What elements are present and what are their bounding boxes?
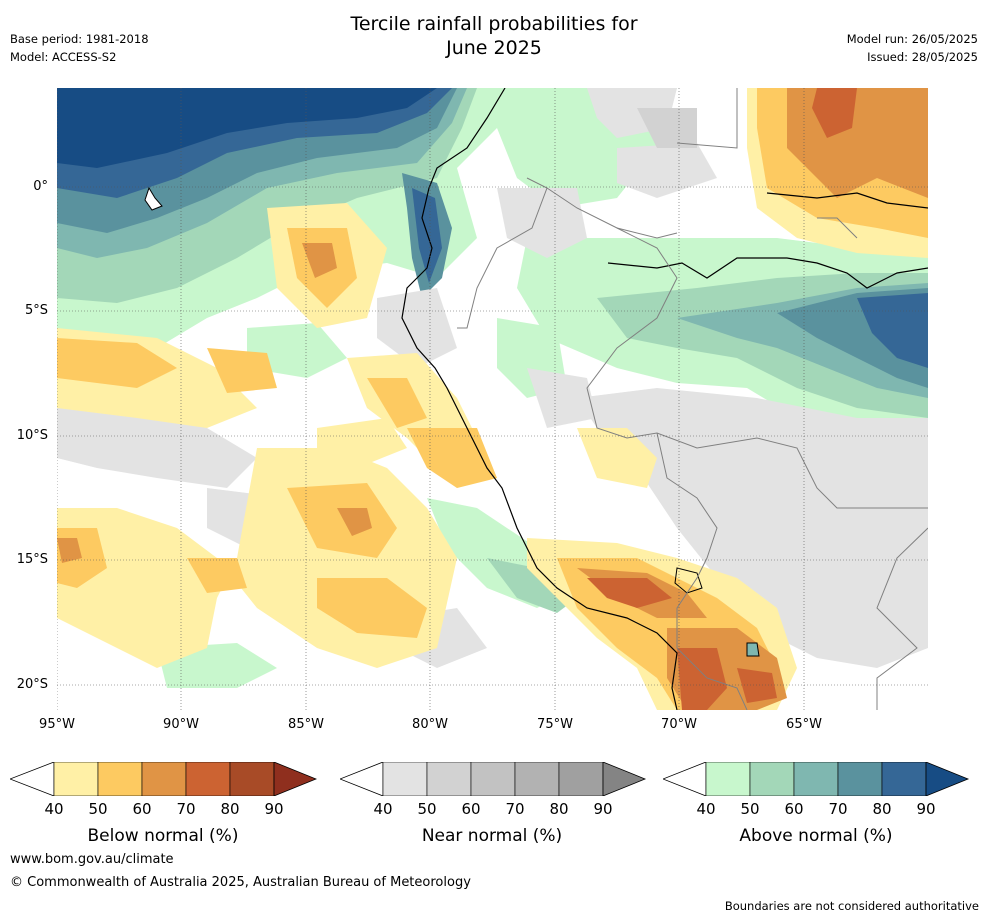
lon-label-70w: 70°W xyxy=(661,717,697,732)
lon-label-85w: 85°W xyxy=(288,717,324,732)
lat-label-5s: 5°S xyxy=(24,303,48,318)
lat-label-15s: 15°S xyxy=(16,552,48,567)
meta-left: Base period: 1981-2018 Model: ACCESS-S2 xyxy=(10,30,149,66)
graticule xyxy=(57,88,928,710)
country-borders xyxy=(457,88,928,710)
model-run: Model run: 26/05/2025 xyxy=(846,32,978,46)
title-line-2: June 2025 xyxy=(446,37,542,59)
map-svg xyxy=(57,88,928,710)
footer-copyright: © Commonwealth of Australia 2025, Austra… xyxy=(10,875,471,890)
below-tick: 80 xyxy=(220,800,240,818)
colorbar-below xyxy=(8,761,318,797)
below-tick: 90 xyxy=(264,800,284,818)
footer-url: www.bom.gov.au/climate xyxy=(10,852,174,867)
lon-label-90w: 90°W xyxy=(163,717,199,732)
colorbar-near-title: Near normal (%) xyxy=(421,826,563,846)
coastlines xyxy=(144,88,928,710)
above-tick: 50 xyxy=(740,800,760,818)
lon-label-95w: 95°W xyxy=(39,717,75,732)
chart-title: Tercile rainfall probabilities for June … xyxy=(0,12,988,60)
lon-label-80w: 80°W xyxy=(412,717,448,732)
near-tick: 60 xyxy=(461,800,481,818)
below-tick: 60 xyxy=(132,800,152,818)
model-name: Model: ACCESS-S2 xyxy=(10,50,117,64)
probability-map xyxy=(57,88,928,710)
lat-label-0: 0° xyxy=(33,179,48,194)
colorbar-near-svg xyxy=(338,761,647,797)
above-tick: 40 xyxy=(696,800,716,818)
colorbar-near xyxy=(338,761,647,797)
colorbar-above-title: Above normal (%) xyxy=(739,826,893,846)
above-tick: 90 xyxy=(916,800,936,818)
above-tick: 70 xyxy=(828,800,848,818)
near-tick: 50 xyxy=(417,800,437,818)
lat-label-10s: 10°S xyxy=(16,428,48,443)
below-tick: 50 xyxy=(88,800,108,818)
below-tick: 70 xyxy=(176,800,196,818)
above-tick: 60 xyxy=(784,800,804,818)
colorbar-below-svg xyxy=(8,761,318,797)
base-period: Base period: 1981-2018 xyxy=(10,32,149,46)
colorbar-above-svg xyxy=(661,761,970,797)
near-tick: 90 xyxy=(593,800,613,818)
colorbar-below-title: Below normal (%) xyxy=(87,826,239,846)
above-normal-regions xyxy=(57,88,928,688)
lat-label-20s: 20°S xyxy=(16,677,48,692)
near-tick: 40 xyxy=(373,800,393,818)
above-tick: 80 xyxy=(872,800,892,818)
lon-label-65w: 65°W xyxy=(786,717,822,732)
issued-date: Issued: 28/05/2025 xyxy=(867,50,978,64)
near-tick: 80 xyxy=(549,800,569,818)
footer-note: Boundaries are not considered authoritat… xyxy=(724,899,979,913)
near-tick: 70 xyxy=(505,800,525,818)
title-line-1: Tercile rainfall probabilities for xyxy=(350,13,638,35)
meta-right: Model run: 26/05/2025 Issued: 28/05/2025 xyxy=(847,30,978,66)
colorbar-above xyxy=(661,761,970,797)
below-normal-regions xyxy=(57,88,928,710)
below-tick: 40 xyxy=(44,800,64,818)
lon-label-75w: 75°W xyxy=(537,717,573,732)
